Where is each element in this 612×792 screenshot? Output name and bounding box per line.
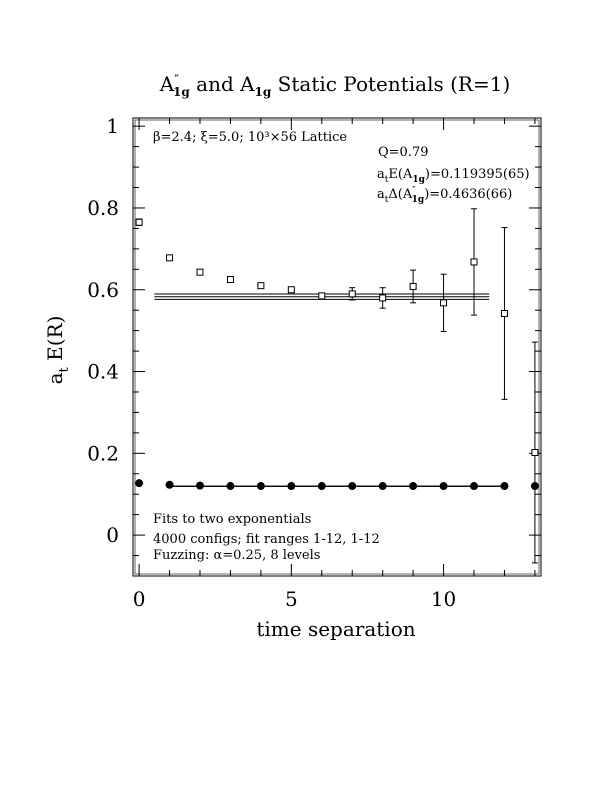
point-a1g-double-prime xyxy=(226,276,234,284)
point-a1g-double-prime xyxy=(470,258,478,266)
x-axis-label: time separation xyxy=(256,617,415,641)
point-a1g xyxy=(195,481,204,490)
y-axis-label: at E(R) xyxy=(43,316,72,385)
y-tick-label: 0 xyxy=(106,523,119,547)
annotation-q: Q=0.79 xyxy=(378,145,429,160)
point-a1g-double-prime xyxy=(257,282,265,290)
point-a1g-double-prime xyxy=(135,218,143,226)
point-a1g xyxy=(287,482,296,491)
point-a1g xyxy=(348,482,357,491)
point-a1g-double-prime xyxy=(348,290,356,298)
point-a1g xyxy=(409,482,418,491)
point-a1g xyxy=(226,482,235,491)
fit-lines xyxy=(154,293,505,487)
point-a1g xyxy=(470,482,479,491)
point-a1g-double-prime xyxy=(500,309,508,317)
annotation-energy: atE(A1g)=0.119395(65) xyxy=(377,167,530,185)
point-a1g-double-prime xyxy=(196,268,204,276)
plot-border-inner xyxy=(134,119,540,575)
point-a1g-double-prime xyxy=(409,282,417,290)
point-a1g xyxy=(256,482,265,491)
point-a1g xyxy=(439,482,448,491)
point-a1g-double-prime xyxy=(379,294,387,302)
point-a1g-double-prime xyxy=(166,254,174,262)
point-a1g xyxy=(317,482,326,491)
point-a1g-double-prime xyxy=(531,449,539,457)
point-a1g xyxy=(378,482,387,491)
chart-title: A″ 1g and A1g Static Potentials (R=1) xyxy=(159,72,511,99)
y-tick-label: 0.8 xyxy=(87,196,119,220)
annotation-fuzzing: Fuzzing: α=0.25, 8 levels xyxy=(153,548,320,563)
axis-tick-labels: 0 5 10 0 0.2 0.4 0.6 0.8 1 xyxy=(87,114,456,611)
x-tick-label: 5 xyxy=(285,587,298,611)
annotation-fits: Fits to two exponentials xyxy=(153,512,311,527)
point-a1g xyxy=(500,482,509,491)
data-marks xyxy=(135,208,539,564)
y-tick-label: 0.6 xyxy=(87,278,119,302)
annotation-gap: atΔ(A″ 1g)=0.4636(66) xyxy=(377,186,512,205)
point-a1g xyxy=(165,480,174,489)
axis-ticks xyxy=(133,118,541,576)
y-tick-label: 0.2 xyxy=(87,441,119,465)
y-tick-label: 0.4 xyxy=(87,360,119,384)
point-a1g-double-prime xyxy=(287,286,295,294)
point-a1g-double-prime xyxy=(318,292,326,300)
plot-border xyxy=(132,117,542,577)
point-a1g xyxy=(135,479,144,488)
point-a1g-double-prime xyxy=(440,299,448,307)
x-tick-label: 0 xyxy=(133,587,146,611)
annotation-lattice: β=2.4; ξ=5.0; 10³×56 Lattice xyxy=(153,130,347,145)
y-tick-label: 1 xyxy=(106,114,119,138)
annotation-configs: 4000 configs; fit ranges 1-12, 1-12 xyxy=(153,532,380,547)
x-tick-label: 10 xyxy=(431,587,456,611)
plot-frame xyxy=(132,117,542,577)
